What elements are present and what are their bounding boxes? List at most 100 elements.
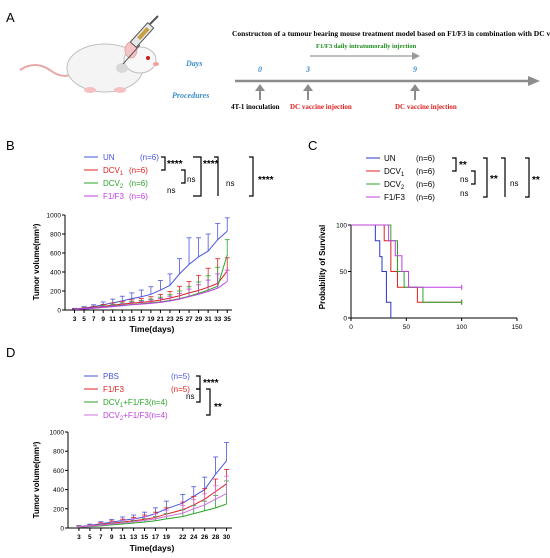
legend-d-dcv1: DCV bbox=[103, 398, 121, 407]
procedure-arrows bbox=[255, 84, 420, 100]
survival-line-1 bbox=[351, 224, 462, 303]
x-tick-label: 35 bbox=[224, 316, 232, 323]
panel-label-b: B bbox=[6, 138, 15, 153]
chart-b-ylabel: Tumor volume(mm³) bbox=[32, 223, 41, 300]
procedure-inoculation: 4T-1 inoculation bbox=[231, 103, 280, 111]
x-tick-label: 3 bbox=[77, 534, 81, 541]
x-tick-label: 29 bbox=[195, 316, 203, 323]
legend-b-dcv1-n: (n=6) bbox=[129, 166, 148, 175]
x-tick-label: 23 bbox=[166, 316, 174, 323]
survival-line-0 bbox=[351, 224, 392, 318]
x-tick-label: 13 bbox=[119, 316, 127, 323]
legend-d: PBS (n=5) F1/F3 (n=5) DCV1+F1/F3(n=4) DC… bbox=[84, 372, 190, 422]
y-tick-label: 1000 bbox=[50, 430, 65, 437]
x-tick-label: 19 bbox=[147, 316, 155, 323]
sig-c-ns-extra: ns bbox=[460, 189, 468, 198]
chart-d-xlabel: Time(days) bbox=[130, 543, 175, 553]
legend-d-pbs: PBS bbox=[103, 372, 119, 381]
y-tick-label: 200 bbox=[50, 289, 61, 296]
legend-c-f1f3-n: (n=6) bbox=[416, 193, 435, 202]
legend-b: UN (n=6) DCV1 (n=6) DCV2 (n=6) F1/F3 (n=… bbox=[84, 153, 159, 201]
sig-b-2: ns bbox=[187, 175, 195, 184]
svg-text:DCV1+F1/F3(n=4): DCV1+F1/F3(n=4) bbox=[103, 398, 168, 409]
panel-label-c: C bbox=[308, 138, 317, 153]
injection-arrowhead bbox=[412, 52, 420, 60]
svg-text:DCV2: DCV2 bbox=[103, 179, 124, 190]
day-mark-3: 3 bbox=[305, 65, 310, 74]
legend-c-dcv2-sub: 2 bbox=[401, 185, 405, 191]
survival-line-3 bbox=[351, 224, 462, 288]
chart-d: 0 200 400 600 800 1000 3 5 7 9 11 13 15 17 19 22 24 26 28 3… bbox=[50, 430, 232, 541]
legend-d-dcv1-n: (n=4) bbox=[149, 398, 168, 407]
y-tick-label: 50 bbox=[340, 269, 348, 276]
legend-c-dcv2: DCV bbox=[384, 180, 402, 189]
days-label: Days bbox=[185, 59, 202, 68]
x-tick-label: 7 bbox=[99, 534, 103, 541]
x-tick-label: 11 bbox=[109, 316, 116, 323]
chart-c: 0 50 100 0 50 100 150 bbox=[336, 223, 523, 332]
day-mark-9: 9 bbox=[413, 65, 417, 74]
y-tick-label: 0 bbox=[57, 308, 61, 315]
y-tick-label: 0 bbox=[60, 526, 64, 533]
legend-c-dcv1-sub: 1 bbox=[401, 172, 405, 178]
y-tick-label: 400 bbox=[50, 270, 61, 277]
x-tick-label: 17 bbox=[152, 534, 160, 541]
sig-c-4: ns bbox=[510, 179, 518, 188]
sig-b-ns-extra: ns bbox=[167, 186, 175, 195]
significance-d bbox=[196, 375, 211, 416]
legend-d-f1f3-n: (n=5) bbox=[171, 385, 190, 394]
series-line-2 bbox=[78, 503, 227, 528]
x-tick-label: 21 bbox=[157, 316, 165, 323]
legend-b-dcv1-sub: 1 bbox=[120, 171, 124, 177]
legend-c-f1f3: F1/F3 bbox=[384, 193, 405, 202]
procedures-label: Procedures bbox=[172, 91, 209, 100]
x-tick-label: 30 bbox=[223, 534, 231, 541]
panel-label-d: D bbox=[6, 345, 15, 360]
survival-line-2 bbox=[351, 224, 462, 303]
y-tick-label: 600 bbox=[53, 468, 64, 475]
legend-d-dcv2: DCV bbox=[103, 411, 121, 420]
legend-b-f1f3: F1/F3 bbox=[103, 192, 124, 201]
legend-c-dcv1: DCV bbox=[384, 167, 402, 176]
sig-d-2: ns bbox=[186, 392, 194, 401]
x-tick-label: 150 bbox=[512, 324, 523, 331]
x-tick-label: 26 bbox=[201, 534, 209, 541]
x-tick-label: 17 bbox=[138, 316, 146, 323]
x-tick-label: 100 bbox=[456, 324, 467, 331]
significance-b bbox=[161, 156, 254, 197]
x-tick-label: 19 bbox=[163, 534, 171, 541]
x-tick-label: 3 bbox=[73, 316, 77, 323]
legend-c-un-n: (n=6) bbox=[416, 154, 435, 163]
legend-d-dcv2-suffix: +F1/F3 bbox=[123, 411, 149, 420]
series-line-3 bbox=[74, 281, 228, 310]
x-tick-label: 28 bbox=[212, 534, 220, 541]
chart-d-ylabel: Tumor volume(mm³) bbox=[32, 441, 41, 518]
legend-b-un: UN bbox=[103, 153, 115, 162]
x-tick-label: 24 bbox=[190, 534, 198, 541]
sig-b-3: **** bbox=[203, 159, 219, 170]
sig-d-1: **** bbox=[203, 378, 219, 389]
panel-label-a: A bbox=[6, 10, 15, 25]
procedure-dc-injection-1: DC vaccine injection bbox=[290, 103, 352, 111]
x-tick-label: 9 bbox=[101, 316, 105, 323]
legend-b-f1f3-n: (n=6) bbox=[129, 192, 148, 201]
sig-d-3: ** bbox=[214, 402, 222, 413]
legend-c-dcv1-n: (n=6) bbox=[416, 167, 435, 176]
legend-c: UN (n=6) DCV1 (n=6) DCV2 (n=6) F1/F3 (n=… bbox=[366, 154, 435, 202]
legend-b-dcv2: DCV bbox=[103, 179, 121, 188]
sig-c-3: ** bbox=[490, 174, 498, 185]
y-tick-label: 200 bbox=[53, 506, 64, 513]
legend-d-f1f3: F1/F3 bbox=[103, 385, 124, 394]
x-tick-label: 31 bbox=[205, 316, 213, 323]
sig-b-4: ns bbox=[226, 179, 234, 188]
x-tick-label: 15 bbox=[128, 316, 136, 323]
injection-label: F1/F3 daily intratumorally injection bbox=[316, 43, 417, 50]
sig-b-1: **** bbox=[167, 159, 183, 170]
x-tick-label: 25 bbox=[176, 316, 184, 323]
y-tick-label: 100 bbox=[336, 223, 347, 230]
day-mark-0: 0 bbox=[258, 65, 262, 74]
legend-d-dcv2-n: (n=4) bbox=[149, 411, 168, 420]
chart-c-ylabel: Probability of Survival bbox=[318, 225, 327, 309]
